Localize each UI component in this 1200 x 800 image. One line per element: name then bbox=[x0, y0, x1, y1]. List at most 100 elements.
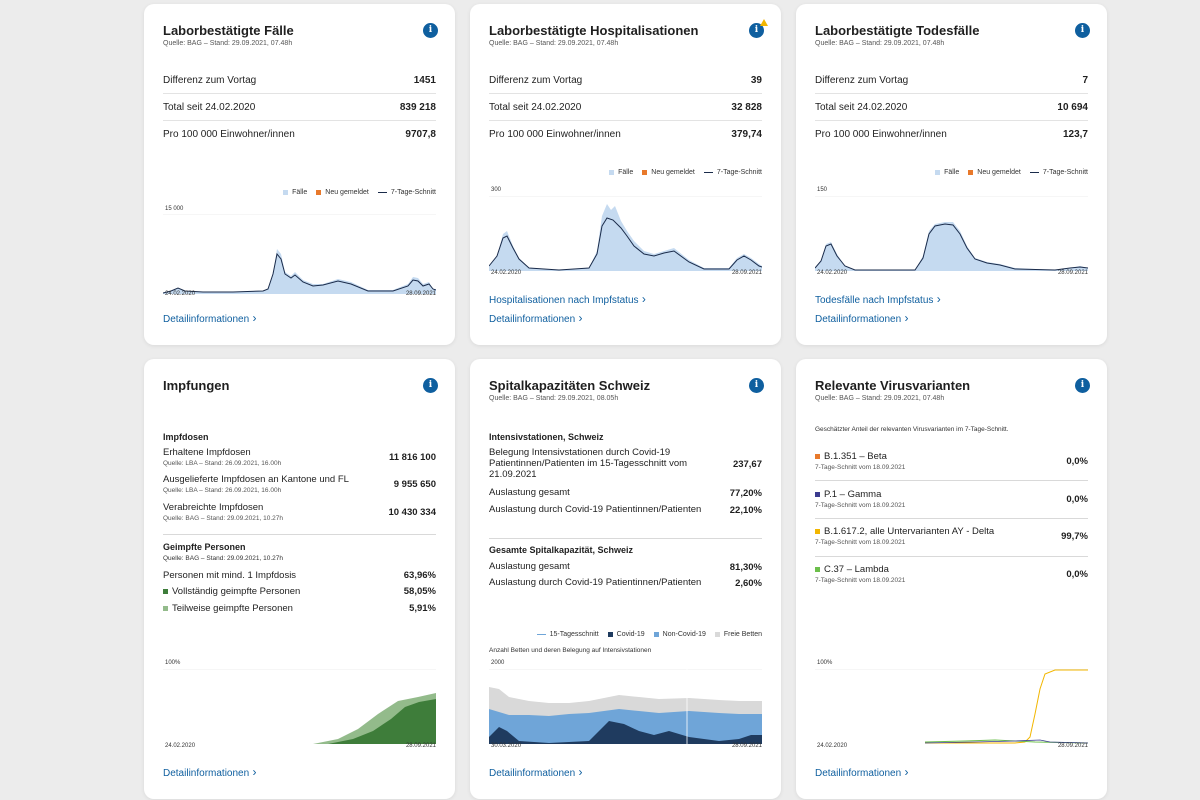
hosp-chart bbox=[489, 196, 762, 271]
card-virus-variants: Relevante Virusvarianten Quelle: BAG – S… bbox=[796, 359, 1107, 799]
hospital-row: Auslastung durch Covid-19 Patientinnen/P… bbox=[489, 577, 762, 589]
y-max-label: 150 bbox=[817, 187, 828, 193]
chart-legend: Fälle Neu gemeldet 7-Tage-Schnitt bbox=[935, 169, 1088, 176]
beta-gamma-line bbox=[924, 739, 1088, 744]
x-start-label: 24.02.2020 bbox=[491, 270, 522, 276]
info-icon[interactable]: i bbox=[423, 23, 438, 38]
stat-row: Total seit 24.02.2020 10 694 bbox=[815, 94, 1088, 121]
cases-source: Quelle: BAG – Stand: 29.09.2021, 07.48h bbox=[163, 40, 293, 47]
card-hospital-capacity: Spitalkapazitäten Schweiz Quelle: BAG – … bbox=[470, 359, 781, 799]
chart-legend: Fälle Neu gemeldet 7-Tage-Schnitt bbox=[283, 189, 436, 196]
cases-title: Laborbestätigte Fälle bbox=[163, 23, 294, 38]
cases-chart bbox=[163, 214, 436, 294]
detail-link[interactable]: Detailinformationen bbox=[489, 311, 583, 325]
deaths-area bbox=[815, 222, 1088, 271]
y-max-label: 300 bbox=[491, 187, 502, 193]
divider bbox=[489, 538, 762, 539]
stat-row: Total seit 24.02.2020 32 828 bbox=[489, 94, 762, 121]
x-start-label: 24.02.2020 bbox=[165, 291, 196, 297]
hosp-title: Laborbestätigte Hospitalisationen bbox=[489, 23, 699, 38]
y-max-label: 2000 bbox=[491, 660, 505, 666]
detail-link[interactable]: Detailinformationen bbox=[815, 311, 909, 325]
legend-swatch bbox=[163, 605, 168, 611]
legend-swatch bbox=[815, 491, 820, 497]
legend-swatch bbox=[815, 528, 820, 534]
divider bbox=[163, 534, 436, 535]
card-hospitalisations: Laborbestätigte Hospitalisationen Quelle… bbox=[470, 4, 781, 345]
stat-row: Pro 100 000 Einwohner/innen 123,7 bbox=[815, 129, 1088, 140]
vaccination-status-link[interactable]: Hospitalisationen nach Impfstatus bbox=[489, 292, 646, 306]
icu-chart bbox=[489, 669, 762, 744]
chart-note: Anzahl Betten und deren Belegung auf Int… bbox=[489, 647, 652, 654]
deaths-title: Laborbestätigte Todesfälle bbox=[815, 23, 980, 38]
card-deaths: Laborbestätigte Todesfälle Quelle: BAG –… bbox=[796, 4, 1107, 345]
variants-note: Geschätzter Anteil der relevanten Virusv… bbox=[815, 426, 1009, 433]
vacc-title: Impfungen bbox=[163, 378, 230, 393]
vacc-dose-row: Verabreichte Impfdosen Quelle: BAG – Stan… bbox=[163, 502, 436, 522]
info-icon[interactable]: i bbox=[749, 378, 764, 393]
x-end-label: 28.09.2021 bbox=[731, 270, 762, 276]
x-start-label: 24.02.2020 bbox=[817, 743, 848, 749]
stat-row: Differenz zum Vortag 7 bbox=[815, 67, 1088, 94]
x-end-label: 28.09.2021 bbox=[405, 743, 436, 749]
detail-link[interactable]: Detailinformationen bbox=[815, 765, 909, 779]
warning-icon bbox=[760, 19, 768, 26]
variants-source: Quelle: BAG – Stand: 29.09.2021, 07.48h bbox=[815, 395, 945, 402]
deaths-avg-line bbox=[815, 223, 1088, 271]
hospital-row: Auslastung gesamt 81,30% bbox=[489, 561, 762, 573]
icu-row: Auslastung durch Covid-19 Patientinnen/P… bbox=[489, 504, 762, 516]
divider bbox=[815, 518, 1088, 519]
legend-swatch bbox=[163, 588, 168, 594]
icu-row: Belegung Intensivstationen durch Covid-1… bbox=[489, 447, 762, 480]
stat-row: Differenz zum Vortag 39 bbox=[489, 67, 762, 94]
x-start-label: 24.02.2020 bbox=[165, 743, 196, 749]
vacc-dose-row: Ausgelieferte Impfdosen an Kantone und F… bbox=[163, 474, 436, 494]
card-cases: Laborbestätigte Fälle Quelle: BAG – Stan… bbox=[144, 4, 455, 345]
card-vaccinations: Impfungen i Impfdosen Erhaltene Impfdose… bbox=[144, 359, 455, 799]
vaccinated-row: Teilweise geimpfte Personen 5,91% bbox=[163, 603, 436, 614]
stat-row: Total seit 24.02.2020 839 218 bbox=[163, 94, 436, 121]
cases-avg-line bbox=[163, 252, 436, 294]
chart-legend: 15-Tagesschnitt Covid-19 Non-Covid-19 Fr… bbox=[536, 631, 762, 638]
vacc-full-area bbox=[328, 699, 436, 744]
hospcap-source: Quelle: BAG – Stand: 29.09.2021, 08.05h bbox=[489, 395, 619, 402]
vaccinated-row: Personen mit mind. 1 Impfdosis 63,96% bbox=[163, 570, 436, 581]
section-heading: Impfdosen bbox=[163, 432, 209, 442]
hosp-source: Quelle: BAG – Stand: 29.09.2021, 07.48h bbox=[489, 40, 619, 47]
divider bbox=[815, 480, 1088, 481]
info-icon[interactable]: i bbox=[1075, 23, 1090, 38]
variant-row: B.1.617.2, alle Untervarianten AY - Delt… bbox=[815, 526, 1088, 546]
section-heading: Intensivstationen, Schweiz bbox=[489, 432, 604, 442]
y-max-label: 100% bbox=[165, 660, 181, 666]
variants-chart bbox=[815, 669, 1088, 744]
detail-link[interactable]: Detailinformationen bbox=[163, 311, 257, 325]
hosp-avg-line bbox=[489, 217, 762, 271]
legend-swatch bbox=[815, 453, 820, 459]
variant-row: P.1 – Gamma 7-Tage-Schnitt vom 18.09.2021… bbox=[815, 489, 1088, 509]
deaths-source: Quelle: BAG – Stand: 29.09.2021, 07.48h bbox=[815, 40, 945, 47]
variant-row: C.37 – Lambda 7-Tage-Schnitt vom 18.09.20… bbox=[815, 564, 1088, 584]
detail-link[interactable]: Detailinformationen bbox=[163, 765, 257, 779]
y-max-label: 15 000 bbox=[165, 206, 184, 212]
vaccination-status-link[interactable]: Todesfälle nach Impfstatus bbox=[815, 292, 941, 306]
info-icon[interactable]: i bbox=[749, 23, 764, 38]
hospcap-title: Spitalkapazitäten Schweiz bbox=[489, 378, 651, 393]
x-start-label: 30.03.2020 bbox=[491, 743, 522, 749]
variants-title: Relevante Virusvarianten bbox=[815, 378, 971, 393]
section-source: Quelle: BAG – Stand: 29.09.2021, 10.27h bbox=[163, 555, 283, 562]
stat-row: Differenz zum Vortag 1451 bbox=[163, 67, 436, 94]
detail-link[interactable]: Detailinformationen bbox=[489, 765, 583, 779]
vacc-dose-row: Erhaltene Impfdosen Quelle: LBA – Stand: … bbox=[163, 447, 436, 467]
info-icon[interactable]: i bbox=[1075, 378, 1090, 393]
icu-covid-area bbox=[489, 721, 762, 744]
hosp-area bbox=[489, 204, 762, 271]
variant-row: B.1.351 – Beta 7-Tage-Schnitt vom 18.09.2… bbox=[815, 451, 1088, 471]
y-max-label: 100% bbox=[817, 660, 833, 666]
cases-area bbox=[163, 249, 436, 294]
chart-legend: Fälle Neu gemeldet 7-Tage-Schnitt bbox=[609, 169, 762, 176]
x-start-label: 24.02.2020 bbox=[817, 270, 848, 276]
section-heading: Gesamte Spitalkapazität, Schweiz bbox=[489, 545, 634, 555]
info-icon[interactable]: i bbox=[423, 378, 438, 393]
x-end-label: 28.09.2021 bbox=[405, 291, 436, 297]
x-end-label: 28.09.2021 bbox=[1057, 270, 1088, 276]
